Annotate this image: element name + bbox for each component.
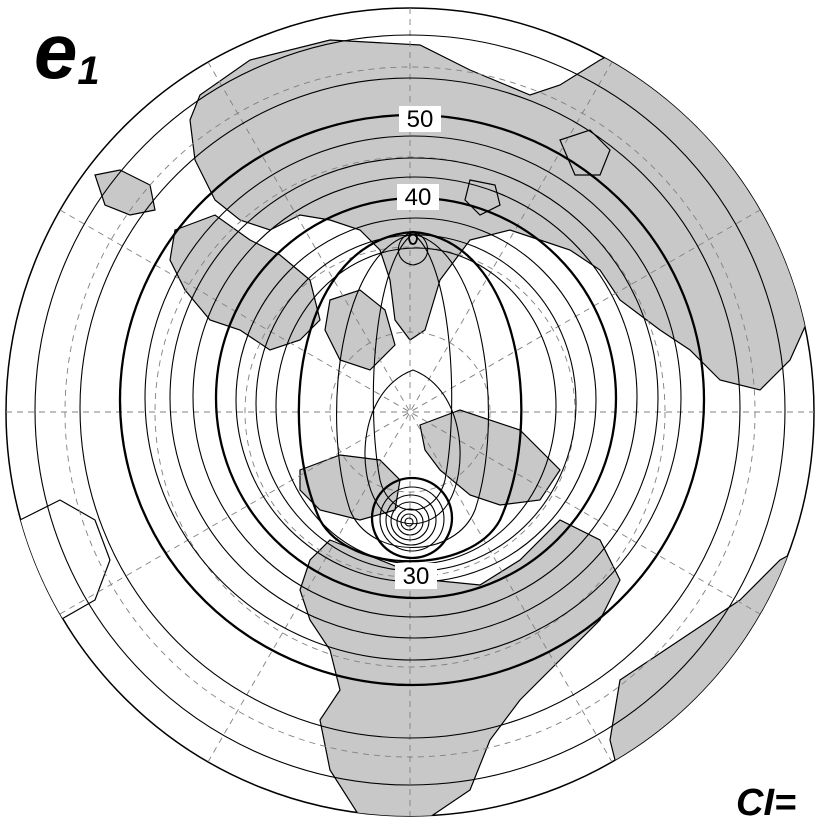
contour-line-30: [297, 230, 523, 563]
land-islands-ul: [94, 169, 156, 216]
contour-line: [385, 494, 437, 546]
land-scandinavia: [324, 289, 396, 371]
contour-line: [408, 231, 418, 245]
panel-label-main: e: [34, 7, 78, 95]
panel-label-subscript: 1: [77, 49, 100, 93]
contour-line: [79, 77, 741, 739]
contour-line: [400, 513, 418, 531]
land-greenland: [419, 409, 561, 506]
contour-label-30: 30: [403, 563, 430, 590]
contour-line: [370, 476, 454, 560]
contour-line: [404, 517, 414, 527]
contour-line: [34, 34, 786, 786]
graticule: [6, 8, 814, 816]
contour-label-50: 50: [407, 106, 434, 133]
land-eurasia: [189, 39, 814, 391]
contour-line: [192, 176, 638, 618]
contour-label-40: 40: [405, 184, 432, 211]
contour-layer: [34, 34, 786, 786]
panel-label: e1: [34, 12, 100, 93]
contour-line: [372, 233, 453, 511]
contour-line: [169, 157, 659, 639]
contour-line: [396, 508, 424, 536]
contour-line: [144, 135, 682, 661]
contour-line: [379, 486, 445, 552]
contour-line: [336, 233, 489, 549]
land-europe: [169, 214, 321, 351]
contour-labels: 50 40 30: [395, 106, 441, 590]
contour-line: [397, 231, 429, 266]
contour-line: [390, 501, 430, 541]
land-islands-ur: [559, 129, 611, 176]
contour-interval-label: CI=: [736, 782, 797, 824]
